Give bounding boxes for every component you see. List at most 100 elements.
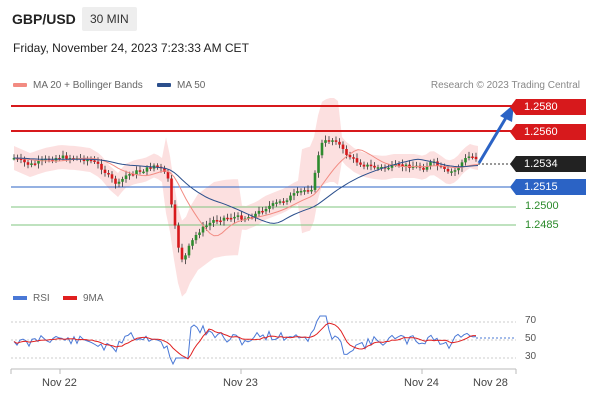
candle-body (285, 200, 289, 202)
candle-body (177, 225, 180, 248)
candle-body (254, 213, 257, 218)
9ma-swatch (63, 296, 77, 301)
candle-body (117, 181, 121, 184)
timestamp: Friday, November 24, 2023 7:23:33 AM CET (13, 41, 249, 55)
candle-body (310, 189, 313, 192)
x-axis-ticks (10, 369, 517, 374)
x-label-nov-22: Nov 22 (42, 377, 77, 389)
ma50-line (13, 157, 479, 224)
candle-body (457, 167, 460, 171)
candle-body (226, 217, 229, 220)
candle-body (166, 171, 170, 179)
x-label-nov-23: Nov 23 (223, 377, 258, 389)
candle-body (376, 167, 380, 169)
candle-body (58, 157, 61, 160)
candle-body (387, 167, 390, 170)
ma20-swatch (13, 83, 27, 88)
candle-body (86, 159, 89, 162)
candle-body (474, 156, 478, 160)
candle-body (107, 172, 110, 175)
candle-body (257, 210, 261, 214)
candle-body (443, 166, 446, 169)
bollinger-bands (14, 98, 478, 297)
ma50-swatch (157, 83, 171, 88)
candle-body (271, 203, 275, 206)
candlesticks (12, 135, 478, 265)
candle-body (222, 217, 226, 221)
rsi-tick-50: 50 (525, 333, 537, 344)
candle-body (338, 141, 341, 145)
candle-body (446, 168, 450, 172)
candle-body (26, 162, 30, 165)
candle-body (460, 162, 464, 168)
candle-body (264, 208, 268, 212)
legend-ma20: MA 20 + Bollinger Bands (13, 80, 143, 91)
x-label-nov-24: Nov 24 (404, 377, 439, 389)
9ma-line (13, 322, 476, 360)
candle-body (208, 222, 212, 226)
candle-body (61, 155, 65, 159)
candle-body (65, 155, 68, 159)
candle-body (464, 158, 467, 163)
candle-body (215, 220, 219, 222)
rsi-line (13, 315, 477, 366)
candle-body (450, 171, 453, 173)
arrow-shaft (477, 115, 509, 164)
candle-body (313, 172, 317, 190)
candle-body (331, 140, 334, 142)
candle-body (296, 191, 299, 194)
legend-rsi: RSI (13, 293, 50, 304)
candle-body (306, 190, 310, 192)
candle-body (320, 142, 324, 156)
candle-body (369, 164, 373, 167)
candle-body (275, 202, 278, 204)
candle-body (390, 164, 394, 168)
timeframe-button[interactable]: 30 MIN (82, 7, 137, 31)
candle-body (334, 140, 338, 142)
legend-9ma: 9MA (63, 293, 104, 304)
candle-body (229, 217, 233, 220)
candle-body (380, 166, 383, 169)
candle-body (240, 215, 243, 220)
level-tag-1.2500: 1.2500 (525, 200, 559, 212)
candle-body (89, 159, 93, 162)
candle-body (471, 156, 474, 159)
candle-body (317, 155, 320, 173)
candle-body (114, 178, 117, 184)
candle-body (292, 193, 296, 196)
candle-body (110, 174, 114, 179)
candle-body (135, 170, 138, 175)
candle-body (170, 178, 173, 205)
level-tag-1.2580: 1.2580 (510, 99, 586, 115)
currency-pair-title: GBP/USD (12, 11, 76, 27)
candle-body (145, 167, 149, 172)
legend-ma50: MA 50 (157, 80, 205, 91)
candle-body (345, 148, 348, 155)
candle-body (233, 216, 236, 219)
candle-body (198, 232, 201, 236)
candle-body (205, 225, 208, 228)
candle-body (124, 175, 128, 179)
candle-body (282, 201, 285, 203)
rsi-label: RSI (33, 293, 50, 304)
candle-body (23, 159, 26, 163)
candle-body (303, 190, 306, 192)
candle-body (236, 215, 240, 217)
candle-body (299, 190, 303, 193)
candle-body (425, 166, 429, 170)
candle-body (327, 140, 331, 142)
candle-body (93, 160, 96, 162)
candle-body (138, 170, 142, 172)
candle-body (201, 226, 205, 233)
candle-body (411, 166, 415, 168)
candle-body (16, 157, 19, 160)
candle-body (96, 161, 100, 164)
candle-body (212, 220, 215, 223)
candle-body (121, 178, 124, 182)
candle-body (173, 204, 177, 226)
candle-body (191, 240, 194, 246)
candle-body (149, 167, 152, 169)
level-tag-1.2560: 1.2560 (510, 124, 586, 140)
candle-body (187, 245, 191, 256)
rsi-swatch (13, 296, 27, 301)
